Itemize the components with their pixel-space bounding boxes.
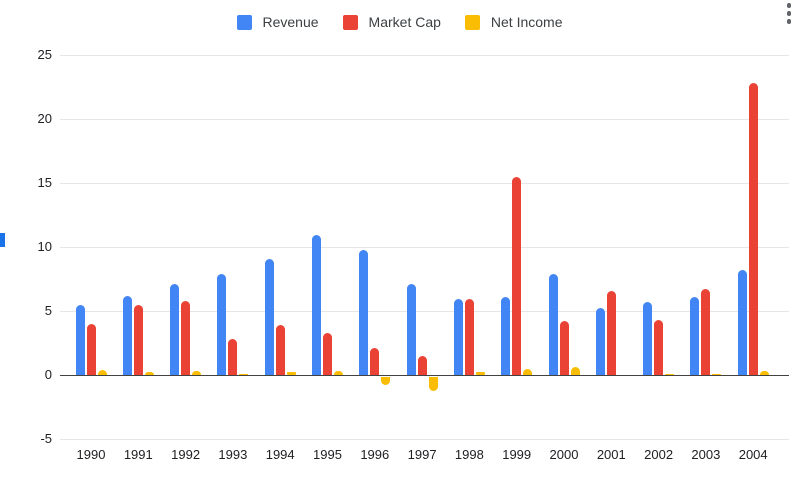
bar-revenue-1999[interactable] <box>501 296 511 375</box>
x-axis-tick-label: 1998 <box>454 447 484 462</box>
x-axis-baseline <box>60 374 789 376</box>
x-axis-tick-label: 2001 <box>596 447 626 462</box>
x-axis-tick-label: 2003 <box>691 447 721 462</box>
gridline <box>60 54 789 56</box>
bar-revenue-1998[interactable] <box>453 299 463 375</box>
bar-market-cap-1995[interactable] <box>323 332 332 375</box>
x-axis-tick-label: 2002 <box>644 447 674 462</box>
x-axis-tick-label: 1992 <box>171 447 201 462</box>
bar-revenue-1991[interactable] <box>122 295 132 375</box>
legend-item-revenue[interactable]: Revenue <box>236 14 319 30</box>
market-cap-swatch-icon <box>342 14 358 30</box>
gridline <box>60 246 789 248</box>
kebab-dot <box>786 3 792 8</box>
bar-net-income-1999[interactable] <box>523 368 533 375</box>
x-axis-tick-label: 1997 <box>407 447 437 462</box>
bar-revenue-1990[interactable] <box>75 304 85 375</box>
bar-revenue-1992[interactable] <box>170 284 180 375</box>
gridline <box>60 182 789 184</box>
bar-net-income-1992[interactable] <box>192 370 202 375</box>
x-axis-tick-label: 1993 <box>218 447 248 462</box>
left-edge-blue-fragment <box>0 233 5 247</box>
bar-revenue-1993[interactable] <box>217 273 227 375</box>
x-axis-tick-label: 2000 <box>549 447 579 462</box>
legend-item-net-income[interactable]: Net Income <box>464 14 563 30</box>
bar-market-cap-1992[interactable] <box>181 300 191 375</box>
x-axis-tick-label: 1999 <box>502 447 532 462</box>
bar-net-income-2000[interactable] <box>570 366 580 375</box>
y-axis-tick-label: -5 <box>40 431 52 446</box>
legend: Revenue Market Cap Net Income <box>0 8 799 36</box>
x-axis-tick-label: 1990 <box>76 447 106 462</box>
bar-net-income-2003[interactable] <box>712 373 722 375</box>
bar-net-income-1996[interactable] <box>381 376 391 386</box>
bar-revenue-2003[interactable] <box>690 296 700 375</box>
bar-net-income-1995[interactable] <box>334 371 343 375</box>
x-axis-tick-label: 1994 <box>265 447 295 462</box>
y-axis-tick-label: 0 <box>44 367 52 382</box>
kebab-menu-icon[interactable] <box>782 2 796 30</box>
kebab-dot <box>786 11 792 16</box>
bar-net-income-1990[interactable] <box>97 369 107 375</box>
x-axis-tick-label: 1996 <box>360 447 390 462</box>
revenue-swatch-icon <box>236 14 252 30</box>
legend-item-market-cap[interactable]: Market Cap <box>342 14 441 30</box>
bar-net-income-1993[interactable] <box>239 373 249 375</box>
legend-label-net-income: Net Income <box>490 14 563 30</box>
gridline <box>60 438 789 440</box>
bar-market-cap-2002[interactable] <box>654 319 664 375</box>
bar-net-income-2004[interactable] <box>759 371 769 375</box>
x-axis-tick-label: 1991 <box>123 447 153 462</box>
bar-market-cap-2003[interactable] <box>701 289 711 375</box>
x-axis-tick-label: 2004 <box>738 447 768 462</box>
y-axis-tick-label: 20 <box>37 111 52 126</box>
x-axis-tick-label: 1995 <box>313 447 342 462</box>
y-axis-tick-label: 5 <box>44 303 52 318</box>
bar-revenue-2004[interactable] <box>737 270 747 375</box>
bar-market-cap-2001[interactable] <box>606 290 616 375</box>
bar-market-cap-2000[interactable] <box>559 321 569 375</box>
bar-market-cap-1991[interactable] <box>133 304 143 375</box>
legend-label-revenue: Revenue <box>262 14 319 30</box>
y-axis-tick-label: 10 <box>37 239 52 254</box>
bar-market-cap-1998[interactable] <box>464 299 474 375</box>
bar-market-cap-1996[interactable] <box>370 348 380 375</box>
bar-market-cap-1997[interactable] <box>417 355 427 375</box>
bar-net-income-1998[interactable] <box>475 372 485 375</box>
bar-revenue-1994[interactable] <box>264 258 274 375</box>
bar-net-income-1991[interactable] <box>144 371 154 375</box>
bar-market-cap-1999[interactable] <box>512 176 522 375</box>
bar-market-cap-1994[interactable] <box>275 325 285 375</box>
bar-market-cap-1990[interactable] <box>86 323 96 375</box>
gridline <box>60 118 789 120</box>
bar-revenue-1996[interactable] <box>359 249 369 375</box>
bar-revenue-1997[interactable] <box>406 284 416 375</box>
bar-revenue-2001[interactable] <box>595 308 605 375</box>
bar-net-income-1994[interactable] <box>286 372 296 375</box>
net-income-swatch-icon <box>464 14 480 30</box>
kebab-dot <box>786 19 792 24</box>
bar-revenue-2002[interactable] <box>643 302 653 375</box>
y-axis-tick-label: 25 <box>37 47 52 62</box>
bar-market-cap-2004[interactable] <box>748 83 758 375</box>
gridline <box>60 310 789 312</box>
legend-label-market-cap: Market Cap <box>368 14 441 30</box>
bar-revenue-1995[interactable] <box>312 235 321 375</box>
y-axis-tick-label: 15 <box>37 175 52 190</box>
bar-revenue-2000[interactable] <box>548 273 558 375</box>
bar-market-cap-1993[interactable] <box>228 339 238 375</box>
bar-net-income-1997[interactable] <box>428 376 438 391</box>
